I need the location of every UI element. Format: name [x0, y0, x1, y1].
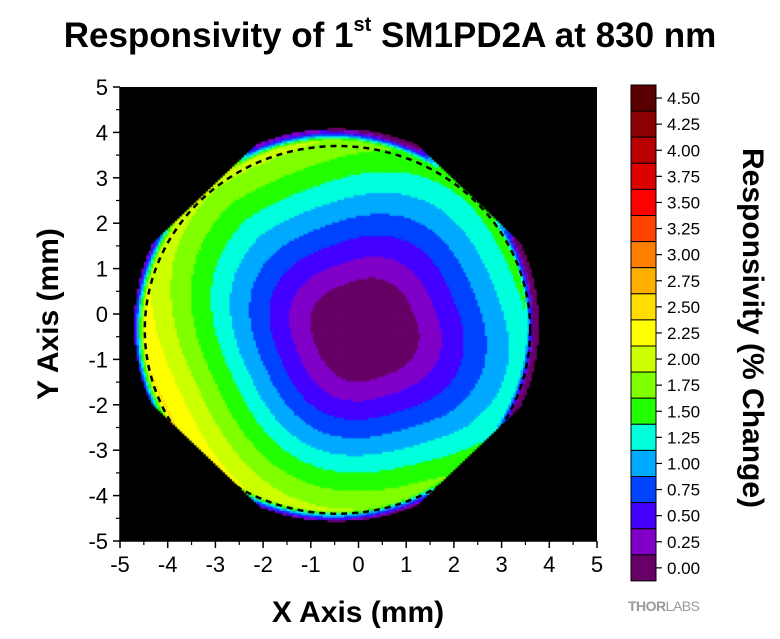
colorbar-tick-label: 3.75: [667, 167, 700, 186]
y-tick-label: -4: [88, 484, 108, 509]
x-tick-label: 0: [352, 552, 364, 577]
colorbar-swatch: [630, 110, 657, 138]
chart-title: Responsivity of 1st SM1PD2A at 830 nm: [63, 14, 717, 55]
colorbar-swatch: [630, 502, 657, 530]
colorbar-tick-label: 4.50: [667, 89, 700, 108]
colorbar-swatch: [630, 241, 657, 269]
colorbar-label: Responsivity (% Change): [736, 148, 769, 508]
x-tick-label: -4: [158, 552, 178, 577]
colorbar-tick-label: 1.00: [667, 454, 700, 473]
colorbar-swatch: [630, 449, 657, 477]
colorbar-tick-label: 1.25: [667, 428, 700, 447]
colorbar-tick-label: 2.50: [667, 298, 700, 317]
colorbar-swatch: [630, 188, 657, 216]
y-tick-label: -5: [88, 529, 108, 554]
colorbar-swatch: [630, 136, 657, 164]
colorbar-swatch: [630, 293, 657, 321]
colorbar-tick-label: 3.00: [667, 246, 700, 265]
colorbar-tick-label: 0.75: [667, 481, 700, 500]
x-tick-label: -3: [206, 552, 226, 577]
colorbar-swatch: [630, 319, 657, 347]
contour-plot: [120, 87, 597, 541]
x-tick-label: -1: [301, 552, 321, 577]
y-tick-label: -1: [88, 347, 108, 372]
y-tick-label: 3: [96, 166, 108, 191]
colorbar-tick-label: 4.00: [667, 141, 700, 160]
colorbar-swatch: [630, 371, 657, 399]
x-tick-label: -2: [253, 552, 273, 577]
colorbar-tick-label: 3.25: [667, 220, 700, 239]
colorbar-tick-label: 2.25: [667, 324, 700, 343]
x-tick-label: 2: [448, 552, 460, 577]
colorbar-tick-label: 0.00: [667, 559, 700, 578]
x-tick-label: -5: [110, 552, 130, 577]
x-tick-label: 3: [495, 552, 507, 577]
colorbar-swatch: [630, 345, 657, 373]
y-tick-label: 1: [96, 257, 108, 282]
y-tick-label: -2: [88, 393, 108, 418]
colorbar-swatch: [630, 84, 657, 112]
colorbar-tick-label: 1.75: [667, 376, 700, 395]
colorbar-swatch: [630, 423, 657, 451]
x-tick-label: 4: [543, 552, 555, 577]
colorbar-swatch: [630, 397, 657, 425]
y-tick-label: 2: [96, 211, 108, 236]
x-tick-label: 5: [591, 552, 603, 577]
thorlabs-logo: THORLABS: [628, 598, 700, 614]
colorbar-tick-label: 4.25: [667, 115, 700, 134]
colorbar-swatch: [630, 554, 657, 582]
colorbar-tick-label: 0.25: [667, 533, 700, 552]
colorbar-tick-label: 0.50: [667, 507, 700, 526]
y-tick-label: 0: [96, 302, 108, 327]
colorbar-tick-label: 1.50: [667, 402, 700, 421]
colorbar-swatch: [630, 215, 657, 243]
colorbar-tick-label: 3.50: [667, 193, 700, 212]
colorbar-swatch: [630, 267, 657, 295]
x-tick-label: 1: [400, 552, 412, 577]
colorbar-swatch: [630, 528, 657, 556]
y-tick-label: 4: [96, 120, 108, 145]
dashed-circle-overlay: [143, 144, 532, 516]
colorbar-tick-label: 2.75: [667, 272, 700, 291]
colorbar-tick-label: 2.00: [667, 350, 700, 369]
x-axis-label: X Axis (mm): [272, 596, 444, 629]
y-axis-label: Y Axis (mm): [32, 228, 65, 400]
colorbar-swatch: [630, 476, 657, 504]
colorbar-swatch: [630, 162, 657, 190]
y-tick-label: 5: [96, 75, 108, 100]
y-tick-label: -3: [88, 438, 108, 463]
